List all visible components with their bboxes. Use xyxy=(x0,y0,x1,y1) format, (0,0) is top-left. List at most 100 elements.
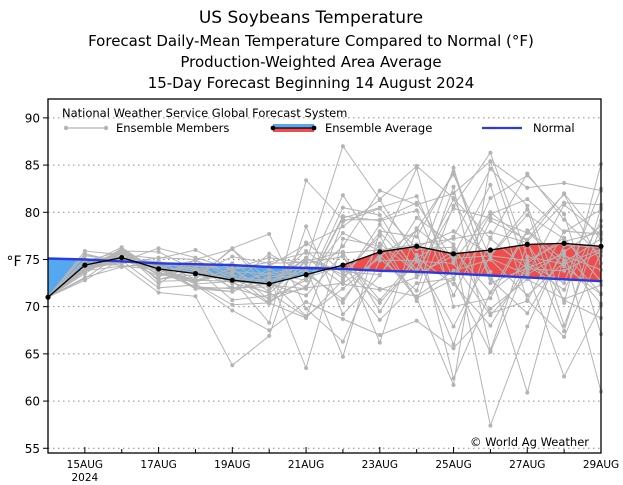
legend-members-dot-right xyxy=(103,125,109,131)
member-20-point-12 xyxy=(488,311,493,316)
member-20-point-3 xyxy=(156,290,161,295)
x-tick-label-15AUG: 15AUG xyxy=(67,459,103,471)
member-4-point-10 xyxy=(414,288,419,293)
legend-header: National Weather Service Global Forecast… xyxy=(62,106,347,120)
member-26-point-14 xyxy=(562,230,567,235)
legend-members-label: Ensemble Members xyxy=(116,121,229,135)
legend-average-dot-right xyxy=(311,125,317,131)
normal-line xyxy=(47,257,602,283)
member-30-point-7 xyxy=(304,250,309,255)
member-7-point-11 xyxy=(451,203,456,208)
member-23-point-7 xyxy=(304,240,309,245)
member-25-point-11 xyxy=(451,169,456,174)
legend-normal-label: Normal xyxy=(533,121,575,135)
chart-subtitle-1: Forecast Daily-Mean Temperature Compared… xyxy=(88,32,534,50)
member-24-point-11 xyxy=(451,383,456,387)
member-17-point-13 xyxy=(525,173,530,178)
member-3-point-5 xyxy=(230,298,235,303)
member-22-point-11 xyxy=(451,268,456,273)
member-24-point-7 xyxy=(304,366,309,370)
member-20-point-4 xyxy=(193,294,198,299)
plot-frame xyxy=(47,98,602,454)
member-11-point-12 xyxy=(488,236,493,241)
ensemble-average-point-12 xyxy=(487,247,493,253)
member-19-point-7 xyxy=(304,315,309,320)
member-6-point-8 xyxy=(340,300,345,305)
member-15-point-7 xyxy=(304,261,309,266)
member-13-point-12 xyxy=(488,306,493,311)
member-31-point-8 xyxy=(340,205,345,210)
member-15-point-11 xyxy=(451,282,456,286)
member-21-point-9 xyxy=(377,258,382,263)
member-28-point-8 xyxy=(340,297,345,302)
member-30-point-8 xyxy=(340,250,345,255)
member-2-point-12 xyxy=(488,281,493,286)
member-18-point-13 xyxy=(525,229,530,234)
ensemble-average-point-2 xyxy=(119,255,125,261)
chart-subtitle-2: Production-Weighted Area Average xyxy=(180,53,441,71)
x-tick-label-21AUG: 21AUG xyxy=(288,459,324,471)
member-23-point-6 xyxy=(267,289,272,294)
member-29-point-7 xyxy=(304,293,309,298)
ensemble-average-point-11 xyxy=(450,251,457,257)
member-1-point-8 xyxy=(340,244,345,249)
member-31-point-6 xyxy=(267,298,272,303)
member-26-point-8 xyxy=(340,215,345,220)
member-30-point-14 xyxy=(562,329,567,334)
x-axis: 15AUG 17AUG 19AUG 21AUG 23AUG 25AUG 27AUG 29AUG… xyxy=(47,447,619,484)
member-15-point-10 xyxy=(414,255,419,260)
legend-average-label: Ensemble Average xyxy=(325,121,432,135)
chart-subtitle-3: 15-Day Forecast Beginning 14 August 2024 xyxy=(148,74,475,92)
member-24-point-6 xyxy=(267,274,272,279)
member-28-point-13 xyxy=(525,261,530,266)
member-23-point-12 xyxy=(488,256,493,261)
ensemble-average-point-1 xyxy=(82,262,88,268)
member-27-point-9 xyxy=(377,230,382,235)
member-21-point-13 xyxy=(525,213,530,218)
member-28-point-6 xyxy=(267,251,272,256)
member-14-point-9 xyxy=(377,198,382,202)
member-2-point-5 xyxy=(230,302,235,307)
member-27-point-13 xyxy=(525,390,530,395)
member-11-point-5 xyxy=(230,254,235,259)
member-17-point-12 xyxy=(488,196,493,201)
member-6-point-9 xyxy=(377,241,382,246)
member-1-point-13 xyxy=(525,185,530,190)
member-30-point-11 xyxy=(451,236,456,241)
member-23-point-4 xyxy=(193,248,198,252)
member-25-point-6 xyxy=(267,286,272,291)
member-16-point-11 xyxy=(451,261,456,266)
member-13-point-9 xyxy=(377,333,382,337)
member-line-29 xyxy=(47,227,602,345)
member-20-point-8 xyxy=(340,312,345,317)
member-27-point-5 xyxy=(230,272,235,277)
member-31-point-9 xyxy=(377,213,382,218)
ensemble-average-point-9 xyxy=(377,249,383,255)
member-3-point-12 xyxy=(488,218,493,223)
member-13-point-10 xyxy=(414,318,419,323)
member-line-7 xyxy=(47,151,602,303)
member-14-point-1 xyxy=(82,278,87,283)
member-23-point-9 xyxy=(377,272,382,277)
member-15-point-14 xyxy=(562,287,567,292)
normal-series xyxy=(47,257,602,283)
member-1-point-9 xyxy=(377,188,382,193)
member-5-point-8 xyxy=(340,282,345,286)
member-21-point-7 xyxy=(304,306,309,311)
member-line-19 xyxy=(47,207,602,428)
ensemble-average-point-3 xyxy=(156,266,162,272)
member-30-point-1 xyxy=(82,267,87,272)
member-27-point-14 xyxy=(562,253,567,258)
member-24-point-9 xyxy=(377,244,382,249)
ensemble-average-point-14 xyxy=(561,240,567,246)
member-26-point-12 xyxy=(488,212,493,217)
ensemble-average-point-5 xyxy=(229,277,235,283)
member-30-point-4 xyxy=(193,255,198,260)
member-10-point-5 xyxy=(230,269,235,274)
member-3-point-10 xyxy=(414,208,419,213)
member-13-point-8 xyxy=(340,317,345,321)
member-25-point-5 xyxy=(230,247,235,252)
member-30-point-6 xyxy=(267,260,272,265)
legend-members-dot-left xyxy=(63,125,69,131)
